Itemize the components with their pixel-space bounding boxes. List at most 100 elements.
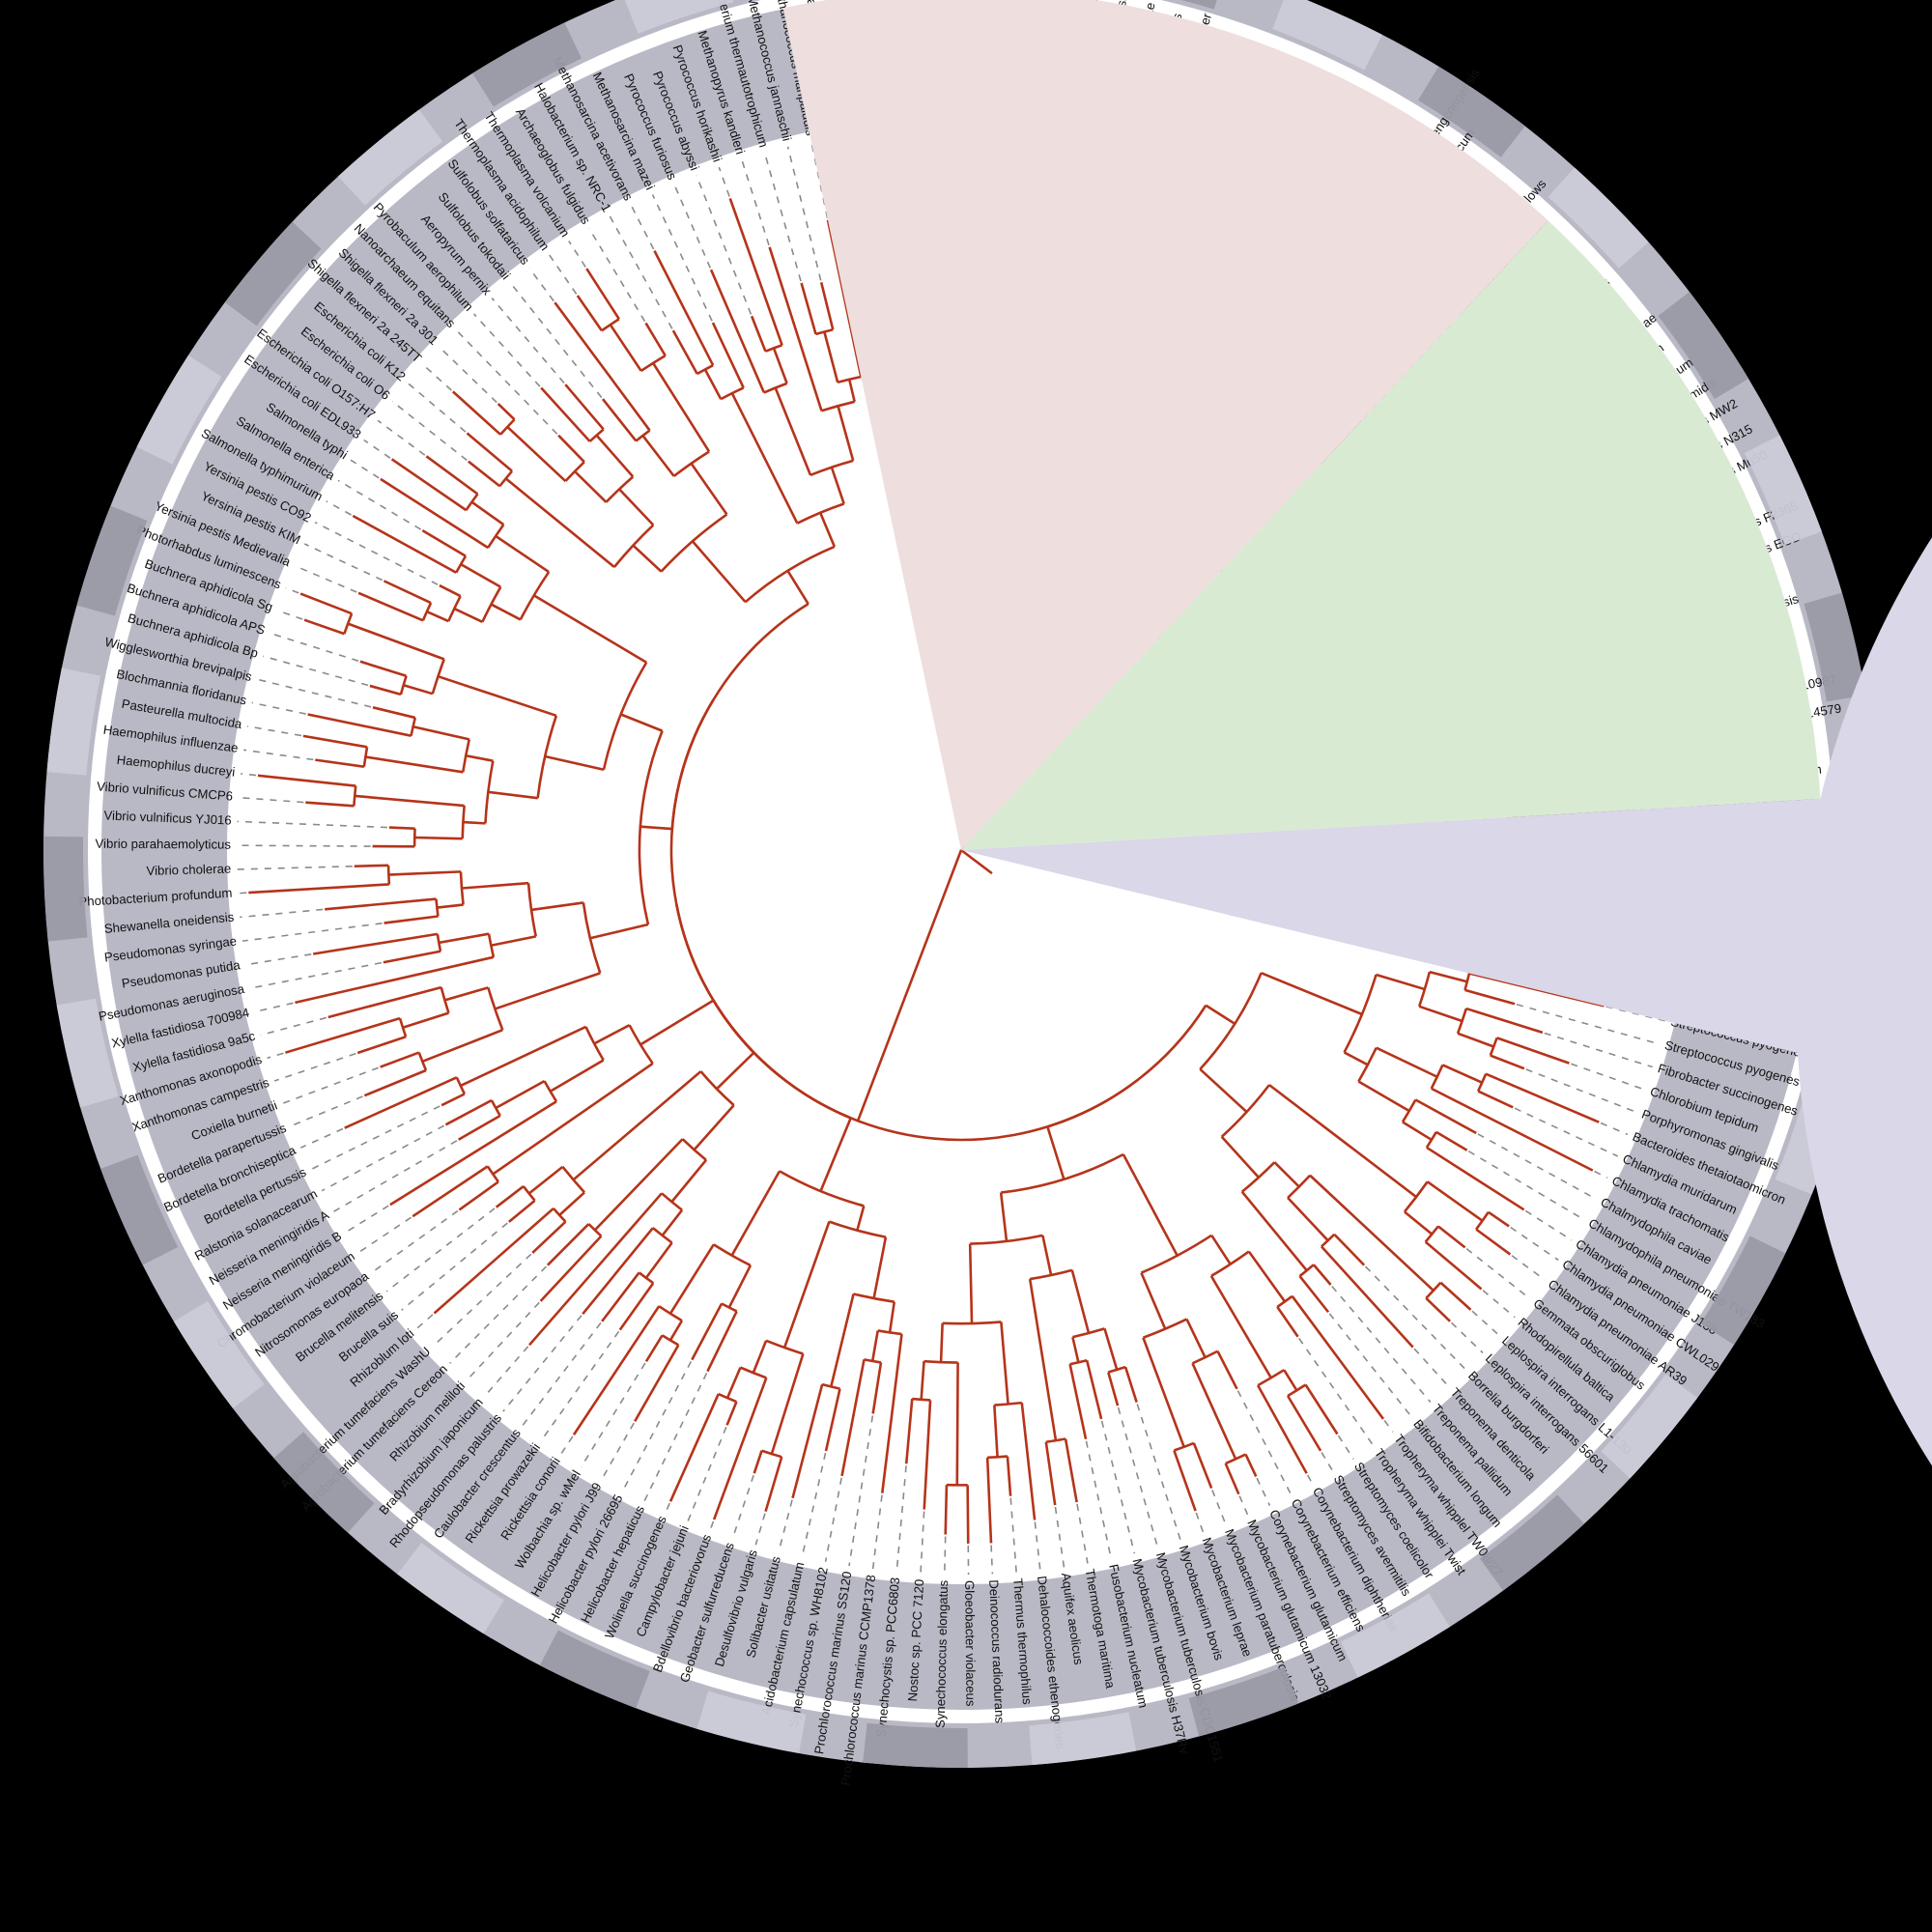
branch-radial: [248, 883, 389, 895]
ring-tick-18: [863, 1722, 968, 1768]
leaf-label: Synechococcus elongatus: [933, 1579, 952, 1728]
leader-line: [687, 1426, 727, 1521]
branch-radial: [1122, 1153, 1179, 1257]
branch-radial: [1028, 1278, 1058, 1441]
leader-line: [432, 1253, 532, 1348]
branch-radial: [572, 1305, 661, 1435]
ring-tick-5: [1548, 167, 1649, 269]
leader-line: [763, 152, 802, 282]
leader-line: [741, 158, 770, 246]
leader-line: [260, 1016, 327, 1037]
branch-radial: [1343, 1051, 1369, 1066]
branch-radial: [823, 331, 839, 384]
ring-tick-16: [1188, 1666, 1299, 1737]
ring-tick-6: [1658, 292, 1749, 400]
branch-radial: [652, 362, 711, 453]
branch-radial: [299, 592, 353, 615]
branch-radial: [466, 432, 513, 472]
branch-radial: [1402, 1121, 1433, 1142]
leader-line: [285, 586, 299, 594]
branch-radial: [355, 794, 465, 808]
leader-line: [294, 564, 357, 593]
branch-radial: [470, 500, 505, 526]
branch-radial: [772, 347, 788, 384]
branch-radial: [303, 618, 345, 636]
branch-radial: [461, 881, 529, 890]
branch-radial: [1000, 1321, 1009, 1405]
leader-line: [1525, 1068, 1637, 1114]
branch-radial: [388, 826, 415, 830]
branch-radial: [880, 1333, 903, 1493]
branch-radial: [582, 1227, 654, 1315]
branch-radial: [444, 986, 489, 1002]
leader-line: [630, 205, 655, 250]
branch-radial: [1464, 988, 1516, 1006]
leader-line: [267, 1052, 284, 1060]
domain-band-archaea: [961, 220, 1821, 851]
branch-radial: [1465, 1007, 1544, 1035]
ring-tick-13: [1601, 1374, 1698, 1479]
branch-radial: [438, 674, 557, 718]
branch-radial: [307, 713, 412, 737]
ring-tick-28: [76, 505, 148, 616]
branch-radial: [791, 1383, 824, 1499]
leader-line: [848, 1415, 874, 1567]
leaf-label: Nostoc sp. PCC 7120: [905, 1578, 926, 1701]
branch-radial: [1425, 1296, 1451, 1322]
branch-radial: [1475, 1228, 1512, 1256]
leaf-label: Deinococcus radiodurans: [986, 1579, 1007, 1724]
branch-radial: [1046, 1125, 1065, 1180]
branch-radial: [363, 1068, 427, 1097]
leader-line: [245, 953, 312, 966]
branch-radial: [985, 1457, 993, 1544]
branch-radial: [533, 594, 647, 664]
branch-radial: [1192, 1442, 1213, 1490]
leader-line: [696, 175, 753, 315]
branch-radial: [313, 932, 439, 955]
branch-radial: [1490, 1054, 1525, 1070]
leader-line: [337, 479, 422, 530]
branch-radial: [764, 1456, 783, 1513]
branch-radial: [1216, 1350, 1238, 1390]
branch-radial: [668, 1243, 715, 1315]
leader-line: [895, 1465, 907, 1573]
domain-band-bacteria: [961, 537, 1932, 1466]
leader-line: [249, 961, 383, 989]
leader-line: [718, 166, 730, 197]
branch-radial: [506, 426, 567, 482]
ring-tick-30: [224, 221, 322, 327]
leader-line: [1085, 1440, 1113, 1559]
branch-radial: [1276, 1306, 1299, 1338]
ring-tick-20: [539, 1630, 650, 1709]
branch-radial: [426, 610, 449, 623]
leader-line: [601, 1422, 635, 1480]
leader-line: [1383, 1419, 1394, 1433]
branch-radial: [508, 1199, 536, 1223]
branch-radial: [1240, 1190, 1308, 1272]
branch-radial: [840, 1359, 866, 1477]
branch-radial: [531, 1220, 567, 1254]
branch-radial: [1103, 1328, 1119, 1371]
branch-radial: [824, 1388, 841, 1452]
ring-tick-23: [173, 1300, 265, 1408]
branch-radial: [609, 324, 642, 372]
branch-radial: [595, 434, 635, 478]
branch-radial: [661, 1208, 684, 1236]
branch-radial: [856, 1206, 866, 1232]
branch-radial: [1286, 1395, 1322, 1452]
branch-radial: [1304, 1383, 1339, 1435]
branch-radial: [528, 1192, 663, 1347]
domain-band-eukaryota: [782, 0, 1548, 850]
branch-radial: [365, 755, 464, 774]
branch-radial: [457, 1114, 501, 1141]
leader-line: [484, 1346, 529, 1397]
branch-radial: [1220, 1135, 1260, 1179]
leaf-label: Vibrio cholerae: [146, 862, 231, 878]
branch-radial: [491, 935, 536, 948]
branch-radial: [955, 1362, 959, 1486]
leader-line: [754, 1513, 766, 1546]
leader-line: [1298, 1337, 1375, 1447]
branch-radial: [302, 734, 368, 749]
branch-radial: [1291, 1295, 1385, 1420]
